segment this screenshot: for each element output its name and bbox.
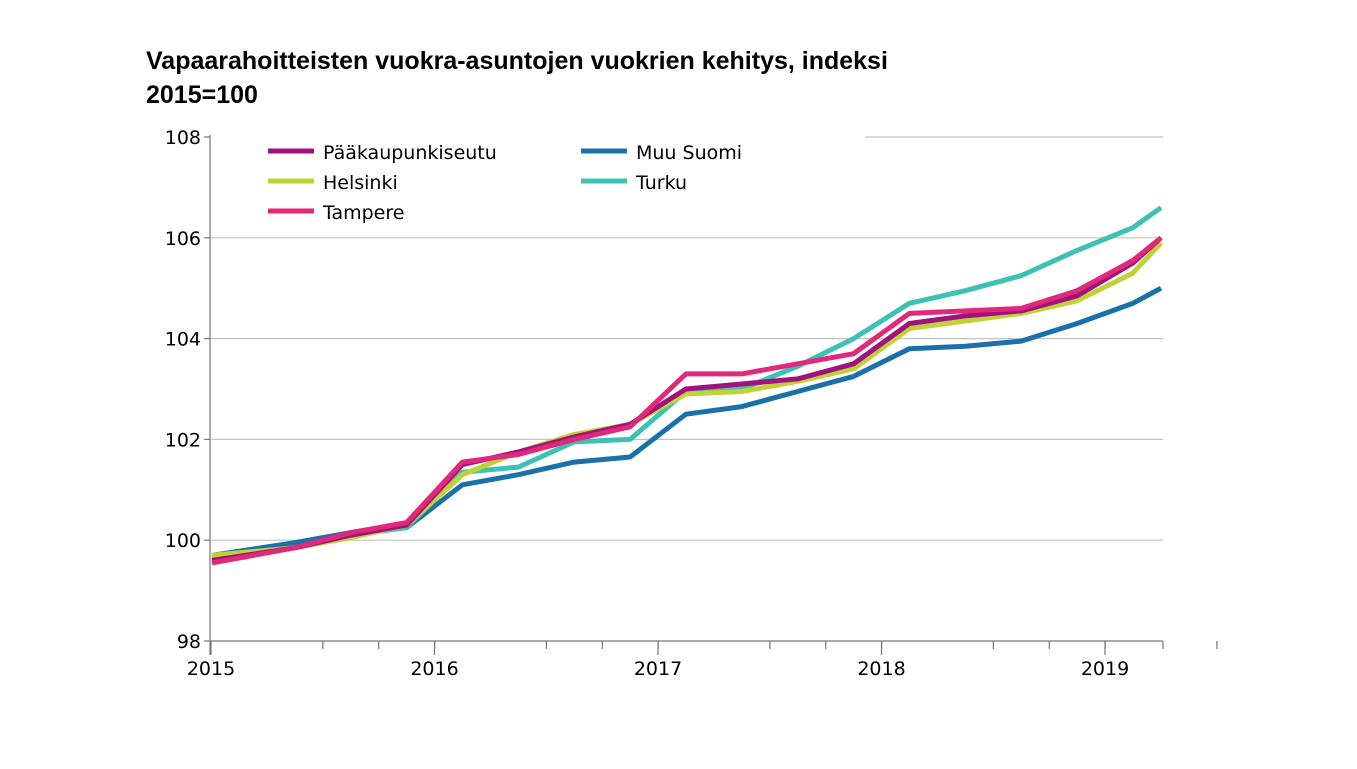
series-line-pääkaupunkiseutu bbox=[211, 235, 1163, 563]
ytick-label: 108 bbox=[165, 127, 201, 149]
legend-label: Muu Suomi bbox=[636, 142, 742, 164]
ytick-label: 102 bbox=[165, 429, 201, 451]
series-line-turku bbox=[211, 205, 1163, 561]
ytick-label: 104 bbox=[165, 329, 201, 351]
xtick-label: 2017 bbox=[634, 658, 682, 680]
legend-label: Turku bbox=[635, 172, 687, 194]
ytick-label: 100 bbox=[165, 530, 201, 552]
chart-title: Vapaarahoitteisten vuokra-asuntojen vuok… bbox=[146, 44, 1046, 112]
xtick-label: 2018 bbox=[857, 658, 905, 680]
gridlines bbox=[210, 136, 1163, 541]
xtick-label: 2019 bbox=[1081, 658, 1129, 680]
axes: 98 100 102 104 106 108 2015 2016 2017 2018 2019 bbox=[165, 127, 1218, 680]
legend-label: Helsinki bbox=[323, 172, 398, 194]
series-line-muu suomi bbox=[211, 285, 1163, 558]
legend-label: Pääkaupunkiseutu bbox=[323, 142, 497, 164]
legend-item: Turku bbox=[581, 172, 687, 194]
legend-item: Tampere bbox=[268, 202, 404, 224]
ytick-label: 98 bbox=[177, 631, 201, 653]
series-line-tampere bbox=[211, 235, 1163, 566]
chart-title-line-2: 2015=100 bbox=[146, 81, 258, 109]
chart-title-line-1: Vapaarahoitteisten vuokra-asuntojen vuok… bbox=[146, 47, 888, 75]
series-lines bbox=[211, 205, 1163, 566]
legend-item: Muu Suomi bbox=[581, 142, 742, 164]
legend-label: Tampere bbox=[322, 202, 404, 224]
legend-item: Helsinki bbox=[268, 172, 398, 194]
legend: Pääkaupunkiseutu Muu Suomi Helsinki Turku Ta… bbox=[268, 142, 742, 224]
ytick-label: 106 bbox=[165, 228, 201, 250]
legend-item: Pääkaupunkiseutu bbox=[268, 142, 497, 164]
xtick-label: 2016 bbox=[410, 658, 458, 680]
xtick-label: 2015 bbox=[187, 658, 235, 680]
series-line-helsinki bbox=[211, 241, 1163, 558]
